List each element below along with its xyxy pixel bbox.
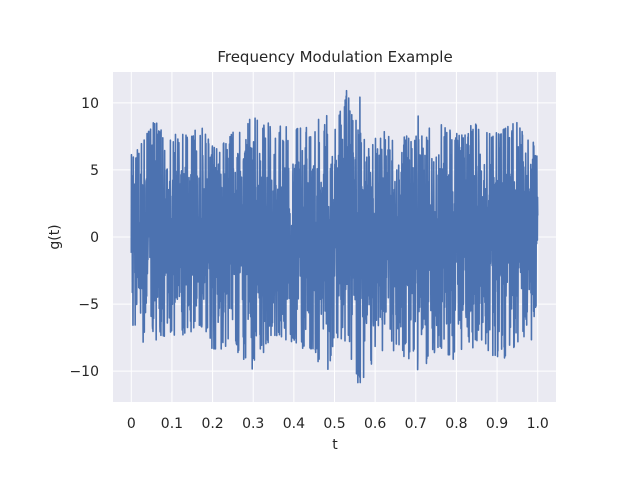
x-tick-label: 0 (127, 416, 136, 432)
y-tick-label: 5 (90, 163, 99, 179)
x-tick-label: 0.2 (201, 416, 223, 432)
y-tick-label: 10 (81, 96, 99, 112)
x-tick-label: 0.7 (405, 416, 427, 432)
x-tick-labels: 0 0.1 0.2 0.3 0.4 0.5 0.6 0.7 0.8 0.9 1.0 (127, 416, 549, 432)
series-layer (130, 89, 539, 384)
y-axis-label: g(t) (47, 224, 63, 249)
y-tick-label: 0 (90, 230, 99, 246)
signal-line (130, 89, 539, 384)
y-tick-label: −5 (78, 297, 99, 313)
chart-title: Frequency Modulation Example (217, 48, 452, 66)
x-tick-label: 0.8 (445, 416, 467, 432)
x-tick-label: 0.1 (161, 416, 183, 432)
x-tick-label: 1.0 (527, 416, 549, 432)
y-tick-label: −10 (69, 364, 99, 380)
x-tick-label: 0.3 (242, 416, 264, 432)
x-axis-label: t (332, 437, 338, 453)
x-tick-label: 0.4 (283, 416, 305, 432)
x-tick-label: 0.9 (486, 416, 508, 432)
y-tick-labels: −10 −5 0 5 10 (69, 96, 99, 380)
x-tick-label: 0.5 (323, 416, 345, 432)
x-tick-label: 0.6 (364, 416, 386, 432)
